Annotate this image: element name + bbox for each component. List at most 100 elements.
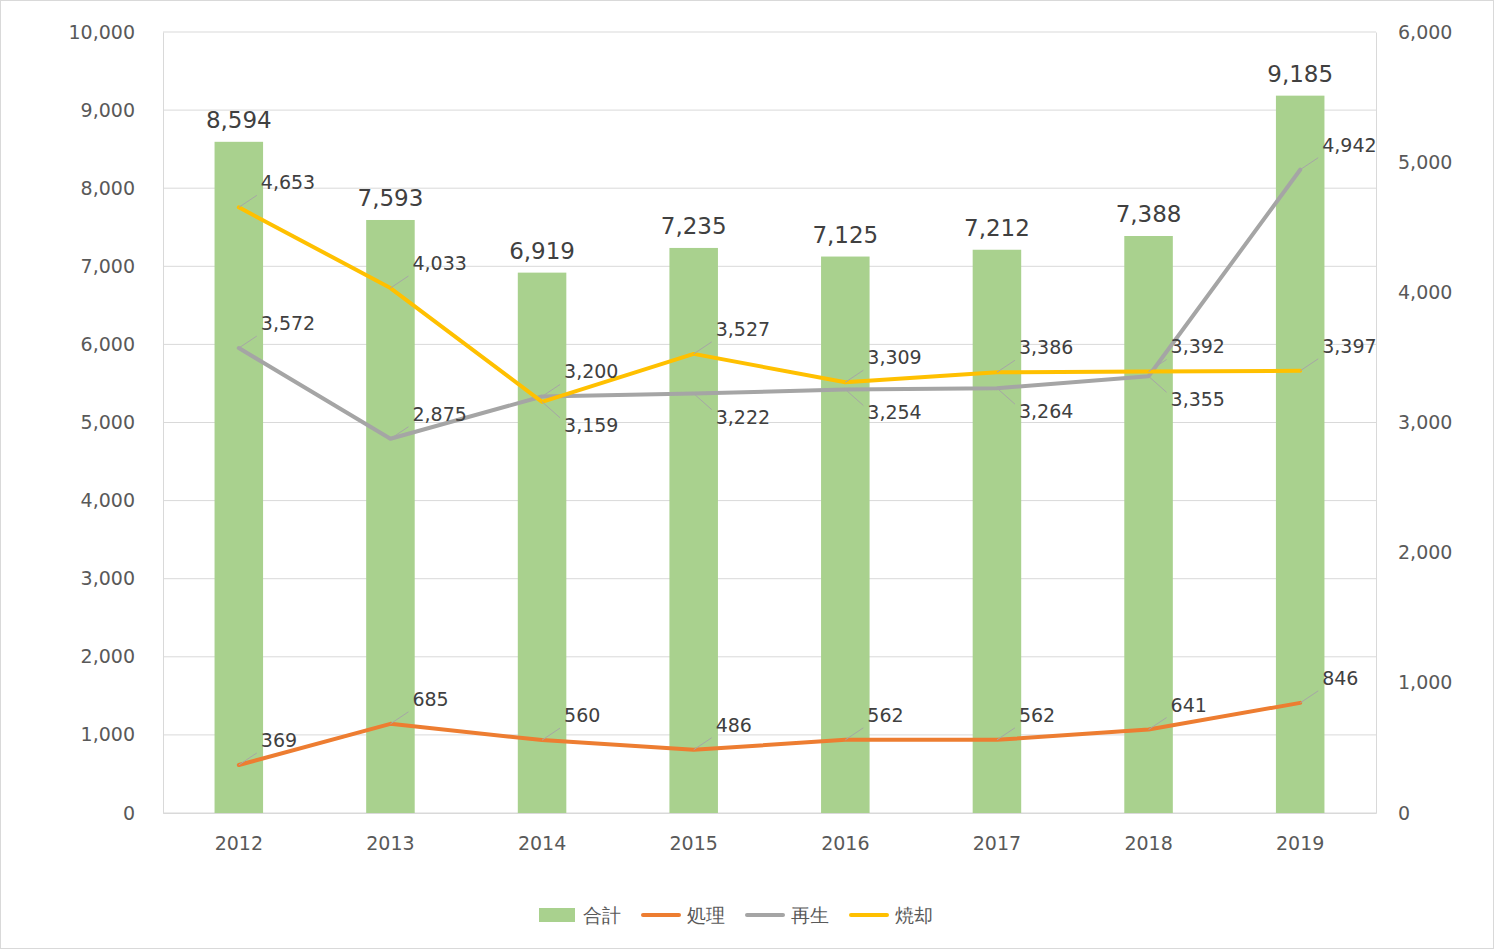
line-label: 3,254: [867, 401, 921, 423]
y-tick: 4,000: [81, 489, 163, 511]
x-tick: 2013: [366, 813, 414, 854]
y-tick-label: 2,000: [81, 645, 135, 667]
y-tick: 10,000: [69, 21, 163, 43]
leader-line: [239, 753, 257, 765]
leader-line: [694, 394, 712, 410]
line-label: 3,309: [867, 346, 921, 368]
leader-line: [997, 728, 1015, 740]
leader-line: [1300, 691, 1318, 703]
y2-tick: 0: [1376, 802, 1410, 824]
line: [239, 207, 1300, 401]
leader-line: [1149, 359, 1167, 371]
line-label: 2,875: [412, 403, 466, 425]
line-label: 3,386: [1019, 336, 1073, 358]
leader-line: [845, 370, 863, 382]
leader-line: [390, 712, 408, 724]
background: [1, 1, 1494, 949]
bar-label: 8,594: [206, 107, 272, 133]
x-tick: 2012: [215, 813, 263, 854]
grid: [163, 32, 1376, 813]
legend-swatch: [851, 913, 887, 917]
y-tick-label: 1,000: [81, 723, 135, 745]
bar-label: 7,212: [964, 215, 1030, 241]
grid-line: [163, 500, 1376, 501]
y2-axis: 01,0002,0003,0004,0005,0006,000: [1376, 21, 1452, 824]
x-tick-label: 2018: [1124, 832, 1172, 854]
line-label: 560: [564, 704, 600, 726]
y-tick-label: 3,000: [81, 567, 135, 589]
line-label: 3,355: [1171, 388, 1225, 410]
x-tick-label: 2016: [821, 832, 869, 854]
legend-item: 再生: [747, 904, 829, 926]
y2-tick-label: 5,000: [1398, 151, 1452, 173]
line-label: 641: [1171, 694, 1207, 716]
y2-tick: 4,000: [1376, 281, 1452, 303]
legend-item: 処理: [643, 904, 725, 926]
y2-tick-label: 1,000: [1398, 671, 1452, 693]
legend-swatch: [539, 908, 575, 922]
y-tick: 0: [123, 802, 163, 824]
leader-line: [542, 384, 560, 396]
legend-label: 処理: [687, 904, 725, 926]
line-label: 4,653: [261, 171, 315, 193]
line-label: 3,392: [1171, 335, 1225, 357]
line: [239, 703, 1300, 765]
y-tick-label: 4,000: [81, 489, 135, 511]
line-label: 4,942: [1322, 134, 1376, 156]
line-label: 3,527: [716, 318, 770, 340]
legend-label: 焼却: [895, 904, 933, 926]
leader-line: [1300, 158, 1318, 170]
bar: [215, 142, 264, 813]
bar: [821, 257, 870, 813]
x-tick-label: 2012: [215, 832, 263, 854]
legend-swatch: [643, 913, 679, 917]
bar-label: 9,185: [1267, 61, 1333, 87]
y-tick-label: 6,000: [81, 333, 135, 355]
bar: [973, 250, 1022, 813]
grid-line: [163, 813, 1376, 814]
line-label: 486: [716, 714, 752, 736]
y2-tick: 5,000: [1376, 151, 1452, 173]
line-label: 562: [1019, 704, 1055, 726]
line-label: 369: [261, 729, 297, 751]
leader-line: [390, 276, 408, 288]
legend-label: 再生: [791, 904, 829, 926]
line-label: 3,264: [1019, 400, 1073, 422]
y2-tick: 3,000: [1376, 411, 1452, 433]
chart: 01,0002,0003,0004,0005,0006,0007,0008,00…: [0, 0, 1494, 949]
line-label: 3,397: [1322, 335, 1376, 357]
x-tick: 2017: [973, 813, 1021, 854]
line-label: 685: [412, 688, 448, 710]
leader-line: [694, 342, 712, 354]
leader-line: [694, 738, 712, 750]
y-tick-label: 10,000: [69, 21, 135, 43]
leader-line: [1300, 359, 1318, 371]
y-axis: 01,0002,0003,0004,0005,0006,0007,0008,00…: [69, 21, 164, 824]
legend-label: 合計: [583, 904, 621, 926]
x-tick-label: 2015: [670, 832, 718, 854]
grid-line: [163, 188, 1376, 189]
bar-label: 7,125: [812, 222, 878, 248]
bar: [518, 273, 567, 813]
line-label: 3,572: [261, 312, 315, 334]
x-tick-label: 2013: [366, 832, 414, 854]
y-tick-label: 0: [123, 802, 135, 824]
y-axis-line: [163, 33, 164, 814]
leader-line: [845, 389, 863, 405]
y-tick-label: 9,000: [81, 99, 135, 121]
bar-label: 6,919: [509, 238, 575, 264]
x-tick-label: 2019: [1276, 832, 1324, 854]
grid-line: [163, 656, 1376, 657]
y2-tick-label: 6,000: [1398, 21, 1452, 43]
line-label: 4,033: [412, 252, 466, 274]
leader-line: [239, 336, 257, 348]
x-tick: 2015: [670, 813, 718, 854]
leader-line: [239, 195, 257, 207]
line-label: 562: [867, 704, 903, 726]
y2-tick-label: 4,000: [1398, 281, 1452, 303]
y2-tick: 1,000: [1376, 671, 1452, 693]
leader-line: [1149, 376, 1167, 392]
line-label: 3,222: [716, 406, 770, 428]
leader-line: [997, 360, 1015, 372]
y-tick: 6,000: [81, 333, 163, 355]
